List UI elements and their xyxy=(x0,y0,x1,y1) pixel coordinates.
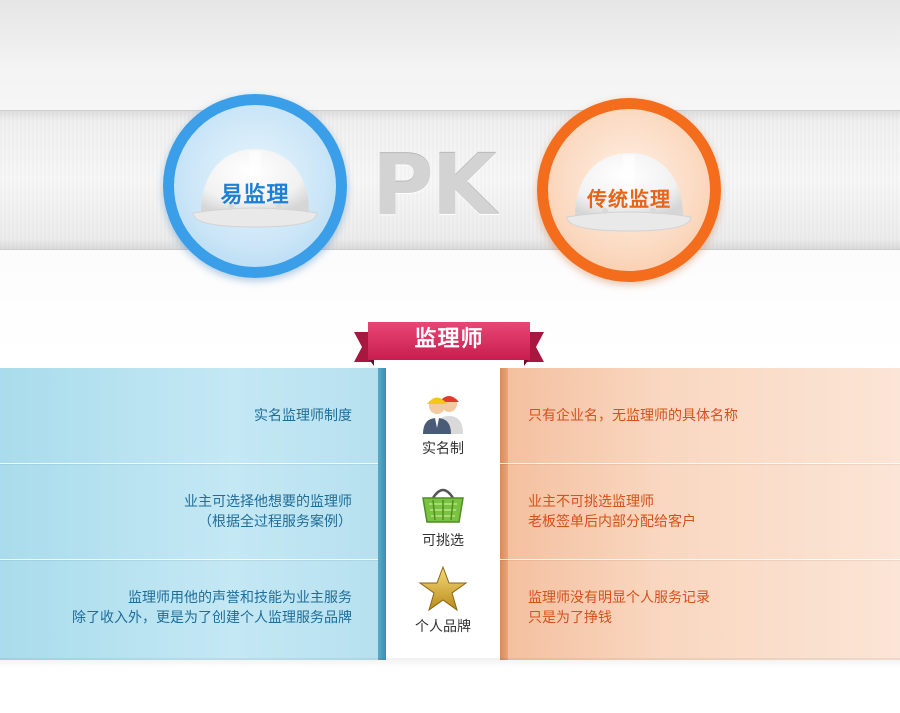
traditional-label: 传统监理 xyxy=(587,187,671,211)
feature-label: 个人品牌 xyxy=(415,619,471,635)
pk-text: PK xyxy=(372,136,497,234)
bottom-shadow xyxy=(0,658,900,668)
feature-selectable: 可挑选 xyxy=(386,480,500,550)
left-text: 业主可选择他想要的监理师 （根据全过程服务案例） xyxy=(184,492,352,532)
right-text: 业主不可挑选监理师 老板签单后内部分配给客户 xyxy=(528,492,696,532)
right-row-selectable: 业主不可挑选监理师 老板签单后内部分配给客户 xyxy=(500,464,900,560)
right-text: 只有企业名，无监理师的具体名称 xyxy=(528,406,738,426)
right-row-realname: 只有企业名，无监理师的具体名称 xyxy=(500,368,900,464)
feature-realname: 实名制 xyxy=(386,388,500,458)
left-text: 监理师用他的声誉和技能为业主服务 除了收入外，更是为了创建个人监理服务品牌 xyxy=(72,588,352,628)
left-text: 实名监理师制度 xyxy=(254,406,352,426)
yijianli-badge: 易监理 xyxy=(163,94,347,278)
feature-brand: 个人品牌 xyxy=(386,564,500,636)
right-line: 监理师没有明显个人服务记录 xyxy=(528,590,710,606)
right-line: 业主不可挑选监理师 xyxy=(528,493,654,510)
helmet-icon xyxy=(566,153,692,232)
left-line: 实名监理师制度 xyxy=(254,407,352,424)
section-title: 监理师 xyxy=(414,327,484,352)
helmet-icon xyxy=(192,149,318,228)
gold-star-icon xyxy=(418,565,468,612)
left-row-selectable: 业主可选择他想要的监理师 （根据全过程服务案例） xyxy=(0,464,386,560)
hero-band xyxy=(0,110,900,250)
hero-banner: 易监理 PK 传统监理 xyxy=(0,0,900,360)
traditional-panel: 只有企业名，无监理师的具体名称 业主不可挑选监理师 老板签单后内部分配给客户 监… xyxy=(500,368,900,660)
left-line: 业主可选择他想要的监理师 xyxy=(184,493,352,510)
yijianli-label: 易监理 xyxy=(220,183,290,208)
yijianli-panel: 实名监理师制度 业主可选择他想要的监理师 （根据全过程服务案例） 监理师用他的声… xyxy=(0,368,386,660)
right-line: 只有企业名，无监理师的具体名称 xyxy=(528,407,738,424)
right-line: 只是为了挣钱 xyxy=(528,610,612,626)
right-line: 老板签单后内部分配给客户 xyxy=(528,513,696,530)
left-line: 除了收入外，更是为了创建个人监理服务品牌 xyxy=(72,610,352,626)
feature-label: 可挑选 xyxy=(422,533,464,549)
feature-label: 实名制 xyxy=(422,441,464,457)
section-ribbon xyxy=(354,322,544,366)
right-row-brand: 监理师没有明显个人服务记录 只是为了挣钱 xyxy=(500,560,900,656)
feature-column: 实名制 可挑选 个人品牌 xyxy=(386,368,500,660)
left-line: （根据全过程服务案例） xyxy=(198,513,352,530)
left-line: 监理师用他的声誉和技能为业主服务 xyxy=(128,590,352,606)
workers-icon xyxy=(423,396,463,434)
left-row-brand: 监理师用他的声誉和技能为业主服务 除了收入外，更是为了创建个人监理服务品牌 xyxy=(0,560,386,656)
left-row-realname: 实名监理师制度 xyxy=(0,368,386,464)
right-text: 监理师没有明显个人服务记录 只是为了挣钱 xyxy=(528,588,710,628)
traditional-badge: 传统监理 xyxy=(537,98,721,282)
shopping-basket-icon xyxy=(422,488,464,523)
